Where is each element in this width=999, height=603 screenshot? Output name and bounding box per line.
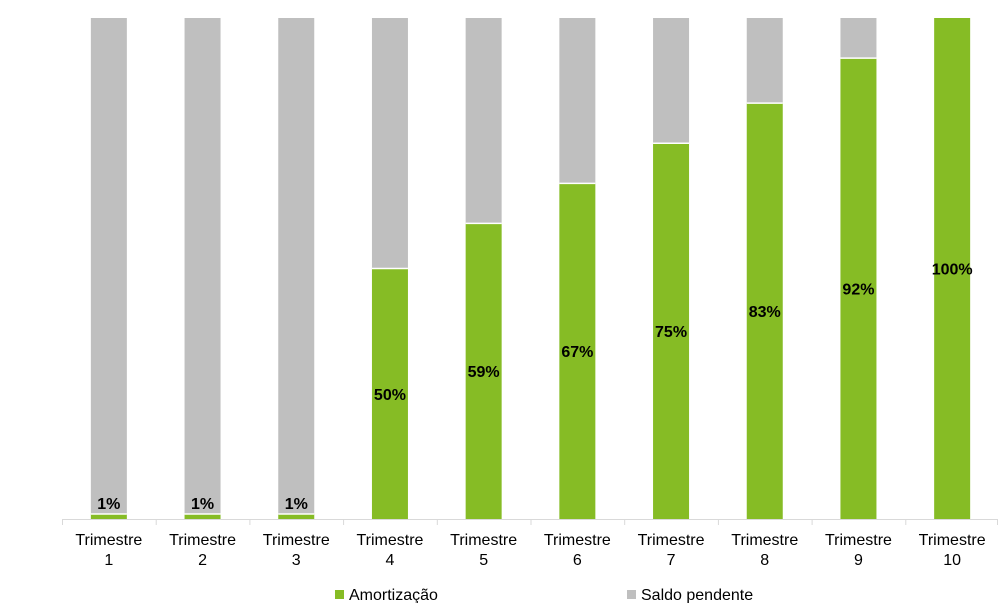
bar-saldo-pendente xyxy=(653,18,690,144)
data-label: 67% xyxy=(561,344,593,361)
bar-amortizacao xyxy=(934,18,971,519)
x-axis-tick-labels: Trimestre 1 Trimestre 2 Trimestre 3 Trimestre 4… xyxy=(75,532,985,569)
data-label: 83% xyxy=(749,304,781,321)
bar-saldo-pendente xyxy=(278,18,315,514)
bar-amortizacao xyxy=(653,143,690,519)
data-label: 92% xyxy=(842,282,874,299)
bar-amortizacao xyxy=(840,58,877,520)
legend: Amortização Saldo pendente xyxy=(335,587,753,603)
bar-amortizacao xyxy=(278,513,315,519)
data-label: 59% xyxy=(468,364,500,381)
data-label: 1% xyxy=(191,496,214,513)
x-tick-label: Trimestre 5 xyxy=(450,532,517,569)
data-label: 75% xyxy=(655,324,687,341)
x-tick-label: Trimestre 7 xyxy=(638,532,705,569)
legend-label: Saldo pendente xyxy=(641,587,753,603)
bar-amortizacao xyxy=(90,513,127,519)
x-tick-label: Trimestre 4 xyxy=(356,532,423,569)
data-label: 100% xyxy=(932,262,973,279)
data-labels: 1% 1% 1% 50% 59% 67% 75% 83% 92% 100% xyxy=(97,262,972,514)
bar-amortizacao xyxy=(371,268,408,519)
bar-saldo-pendente xyxy=(371,18,408,269)
x-tick-label: Trimestre 9 xyxy=(825,532,892,569)
data-label: 1% xyxy=(97,496,120,513)
x-tick-label: Trimestre 6 xyxy=(544,532,611,569)
x-axis-ticks xyxy=(62,519,998,525)
x-tick-label: Trimestre 1 xyxy=(75,532,142,569)
x-tick-label: Trimestre 10 xyxy=(919,532,986,569)
data-label: 1% xyxy=(285,496,308,513)
bar-saldo-pendente xyxy=(840,18,877,59)
bars-layer xyxy=(90,18,971,520)
data-label: 50% xyxy=(374,387,406,404)
legend-label: Amortização xyxy=(349,587,438,603)
bar-saldo-pendente xyxy=(465,18,502,224)
bar-amortizacao xyxy=(184,513,221,519)
legend-item-saldo-pendente: Saldo pendente xyxy=(627,587,753,603)
bar-saldo-pendente xyxy=(746,18,783,104)
legend-item-amortizacao: Amortização xyxy=(335,587,438,603)
legend-swatch xyxy=(627,590,636,599)
bar-saldo-pendente xyxy=(90,18,127,514)
bar-amortizacao xyxy=(465,223,502,519)
legend-swatch xyxy=(335,590,344,599)
x-tick-label: Trimestre 3 xyxy=(263,532,330,569)
bar-amortizacao xyxy=(746,103,783,520)
bar-saldo-pendente xyxy=(184,18,221,514)
x-tick-label: Trimestre 2 xyxy=(169,532,236,569)
bar-amortizacao xyxy=(559,183,596,519)
bar-saldo-pendente xyxy=(559,18,596,184)
x-tick-label: Trimestre 8 xyxy=(731,532,798,569)
